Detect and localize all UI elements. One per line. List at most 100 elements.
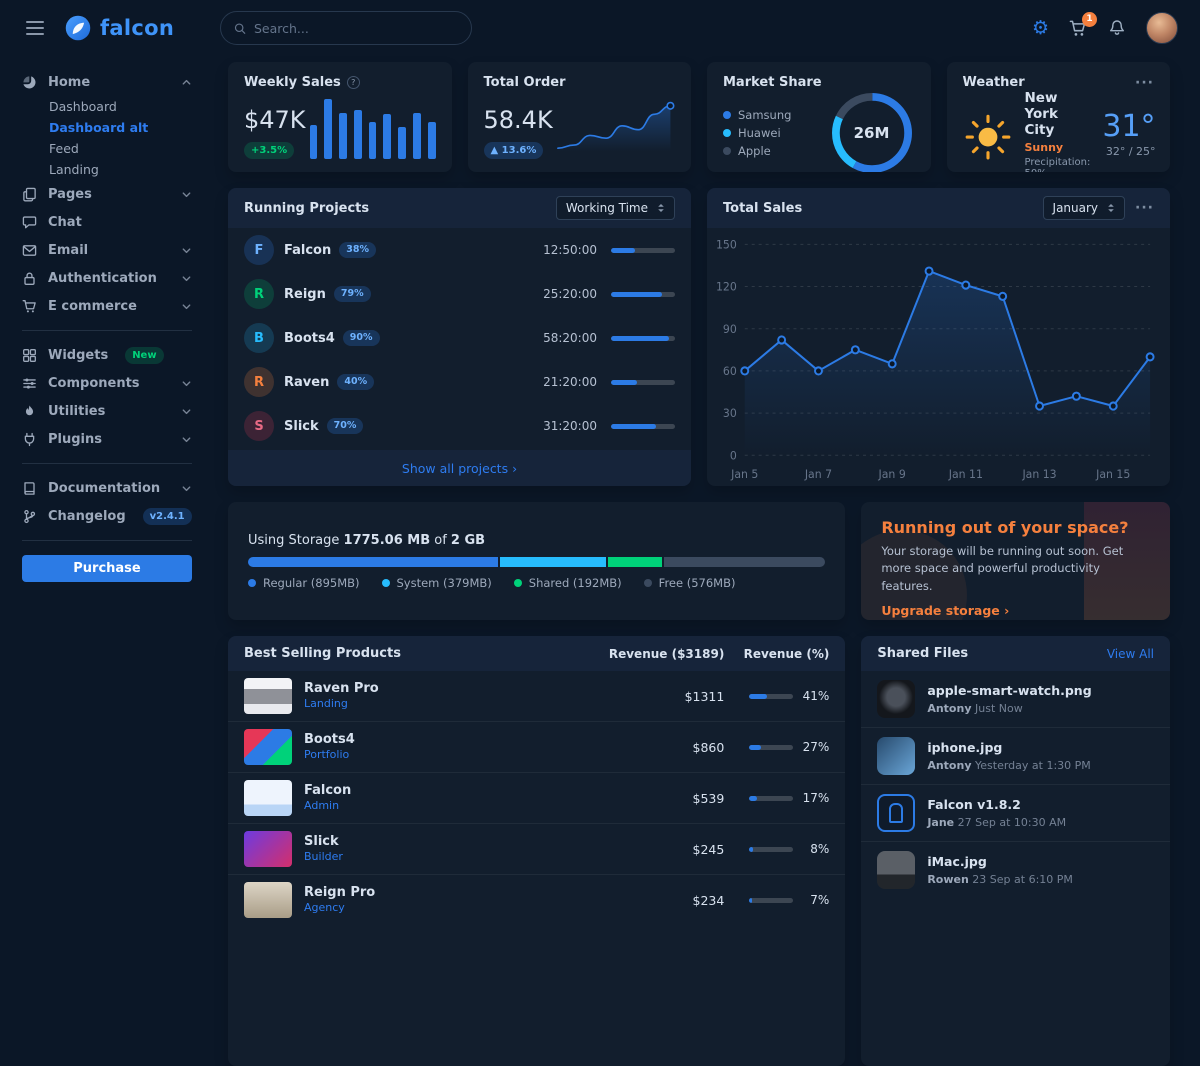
search-box[interactable] — [220, 11, 472, 45]
purchase-button[interactable]: Purchase — [22, 555, 192, 582]
product-thumbnail — [244, 678, 292, 714]
svg-text:90: 90 — [723, 323, 737, 336]
plugins-icon — [22, 431, 38, 447]
product-progress-fill — [749, 694, 767, 699]
storage-segment-system-379mb — [500, 557, 606, 567]
svg-text:150: 150 — [716, 238, 737, 251]
storage-card: Using Storage 1775.06 MB of 2 GB Regular… — [228, 502, 845, 620]
product-category-link[interactable]: Landing — [304, 697, 348, 710]
month-select[interactable]: January — [1043, 196, 1126, 220]
sidebar-item-plugins[interactable]: Plugins — [22, 425, 192, 453]
card-menu-icon[interactable]: ··· — [1135, 76, 1154, 90]
product-name: Reign Pro — [304, 885, 375, 900]
product-name: Falcon — [304, 783, 351, 798]
file-thumbnail — [877, 737, 915, 775]
sidebar-item-documentation[interactable]: Documentation — [22, 474, 192, 502]
weekly-sales-bar — [428, 122, 436, 159]
sidebar-item-label: Plugins — [48, 432, 102, 447]
svg-text:Jan 15: Jan 15 — [1095, 468, 1130, 481]
storage-segment-free-576mb — [664, 557, 825, 567]
project-time: 31:20:00 — [543, 419, 597, 433]
svg-text:60: 60 — [723, 365, 737, 378]
hamburger-menu-button[interactable] — [22, 17, 48, 39]
sidebar-divider — [22, 463, 192, 464]
sidebar-divider — [22, 330, 192, 331]
sidebar-item-authentication[interactable]: Authentication — [22, 264, 192, 292]
search-input[interactable] — [254, 21, 458, 36]
project-time: 21:20:00 — [543, 375, 597, 389]
user-avatar[interactable] — [1146, 12, 1178, 44]
info-icon[interactable]: ? — [347, 76, 360, 89]
sidebar-item-feed[interactable]: Feed — [22, 138, 192, 159]
sidebar-item-label: Home — [48, 75, 90, 90]
chevron-down-icon — [181, 378, 192, 389]
working-time-select[interactable]: Working Time — [556, 196, 675, 220]
sidebar-item-pages[interactable]: Pages — [22, 180, 192, 208]
project-time: 12:50:00 — [543, 243, 597, 257]
sidebar-item-dashboard[interactable]: Dashboard — [22, 96, 192, 117]
weekly-sales-value: $47K — [244, 107, 306, 135]
widgets-icon — [22, 347, 38, 363]
product-name: Slick — [304, 834, 343, 849]
sidebar-item-landing[interactable]: Landing — [22, 159, 192, 180]
file-name-link[interactable]: iphone.jpg — [927, 740, 1002, 755]
project-avatar: F — [244, 235, 274, 265]
space-warning-body: Your storage will be running out soon. G… — [881, 543, 1126, 595]
product-category-link[interactable]: Portfolio — [304, 748, 349, 761]
project-percent-badge: 40% — [337, 374, 374, 390]
sidebar-item-chat[interactable]: Chat — [22, 208, 192, 236]
sidebar-item-utilities[interactable]: Utilities — [22, 397, 192, 425]
main-content: Weekly Sales ? $47K +3.5% Total Order 58… — [228, 62, 1170, 1066]
sidebar-item-components[interactable]: Components — [22, 369, 192, 397]
shared-files-title: Shared Files — [877, 646, 968, 661]
project-name-link[interactable]: Reign — [284, 287, 326, 302]
documentation-icon — [22, 480, 38, 496]
sidebar-divider — [22, 540, 192, 541]
product-category-link[interactable]: Admin — [304, 799, 339, 812]
file-time: Just Now — [972, 702, 1023, 715]
card-menu-icon[interactable]: ··· — [1135, 201, 1154, 215]
falcon-logo[interactable]: falcon — [64, 14, 174, 42]
project-name-link[interactable]: Raven — [284, 375, 329, 390]
sidebar-item-e-commerce[interactable]: E commerce — [22, 292, 192, 320]
file-name-link[interactable]: apple-smart-watch.png — [927, 683, 1091, 698]
market-share-donut-chart: 26M — [829, 90, 915, 172]
legend-item-apple: Apple — [723, 144, 791, 158]
view-all-link[interactable]: View All — [1107, 647, 1154, 661]
project-progress-bar — [611, 380, 675, 385]
weather-precipitation: Precipitation: 50% — [1025, 157, 1091, 172]
file-name-link[interactable]: Falcon v1.8.2 — [927, 797, 1021, 812]
sidebar-item-home[interactable]: Home — [22, 68, 192, 96]
settings-gear-icon[interactable]: ⚙ — [1032, 19, 1049, 38]
bottom-row: Best Selling Products Revenue ($3189) Re… — [228, 636, 1170, 1066]
product-category-link[interactable]: Builder — [304, 850, 343, 863]
legend-label: Free (576MB) — [659, 576, 736, 590]
project-name-link[interactable]: Boots4 — [284, 331, 335, 346]
legend-dot — [644, 579, 652, 587]
upgrade-storage-link[interactable]: Upgrade storage › — [881, 603, 1150, 618]
legend-label: Huawei — [738, 126, 781, 140]
project-avatar: R — [244, 279, 274, 309]
product-category-link[interactable]: Agency — [304, 901, 345, 914]
product-percent-cell: 8% — [724, 842, 829, 856]
sidebar-item-dashboard-alt[interactable]: Dashboard alt — [22, 117, 192, 138]
cart-icon[interactable]: 1 — [1069, 19, 1088, 38]
file-name-link[interactable]: iMac.jpg — [927, 854, 987, 869]
product-percent: 27% — [801, 740, 829, 754]
notifications-bell-icon[interactable] — [1108, 19, 1126, 37]
search-icon — [234, 22, 246, 35]
sidebar-item-email[interactable]: Email — [22, 236, 192, 264]
project-name-link[interactable]: Falcon — [284, 243, 331, 258]
project-name-link[interactable]: Slick — [284, 419, 319, 434]
lock-icon — [22, 270, 38, 286]
navbar-actions: ⚙ 1 — [1032, 12, 1178, 44]
show-all-projects-link[interactable]: Show all projects › — [402, 461, 517, 476]
